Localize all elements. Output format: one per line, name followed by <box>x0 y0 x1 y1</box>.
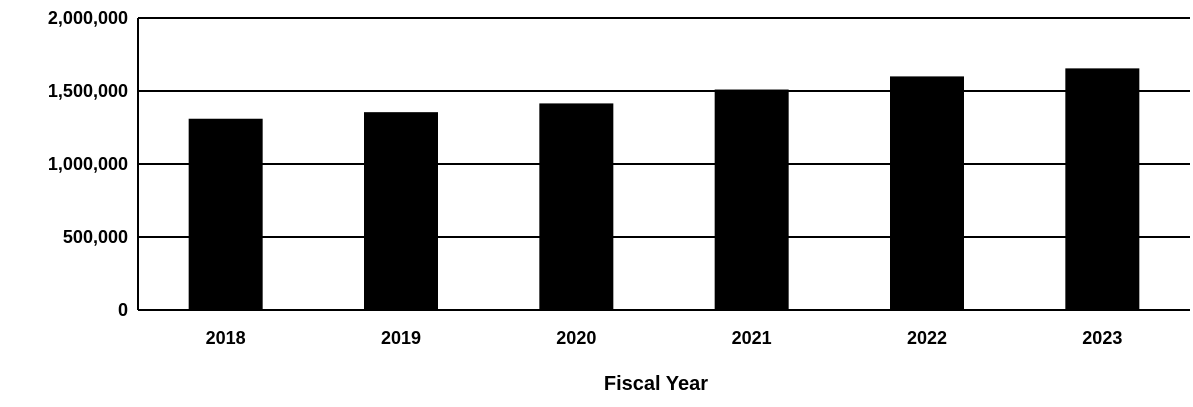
y-tick-labels: 0 500,000 1,000,000 1,500,000 2,000,000 <box>48 8 128 320</box>
x-tick-label: 2022 <box>907 328 947 348</box>
y-tick-label: 1,500,000 <box>48 81 128 101</box>
x-tick-label: 2018 <box>206 328 246 348</box>
y-tick-label: 500,000 <box>63 227 128 247</box>
x-tick-label: 2023 <box>1082 328 1122 348</box>
axes <box>137 18 1190 311</box>
y-tick-label: 1,000,000 <box>48 154 128 174</box>
bar-2019 <box>364 112 438 310</box>
x-tick-label: 2021 <box>732 328 772 348</box>
x-tick-labels: 2018 2019 2020 2021 2022 2023 <box>206 328 1123 348</box>
bars <box>188 68 1140 311</box>
gridlines <box>138 17 1190 238</box>
x-axis-label: Fiscal Year <box>604 373 708 395</box>
bar-2021 <box>714 89 789 310</box>
x-tick-label: 2019 <box>381 328 421 348</box>
bar-2020 <box>539 103 614 310</box>
bar-2023 <box>1065 68 1140 311</box>
bar-2018 <box>188 118 263 311</box>
y-tick-label: 0 <box>118 300 128 320</box>
y-tick-label: 2,000,000 <box>48 8 128 28</box>
x-tick-label: 2020 <box>556 328 596 348</box>
bar-2022 <box>890 76 964 311</box>
